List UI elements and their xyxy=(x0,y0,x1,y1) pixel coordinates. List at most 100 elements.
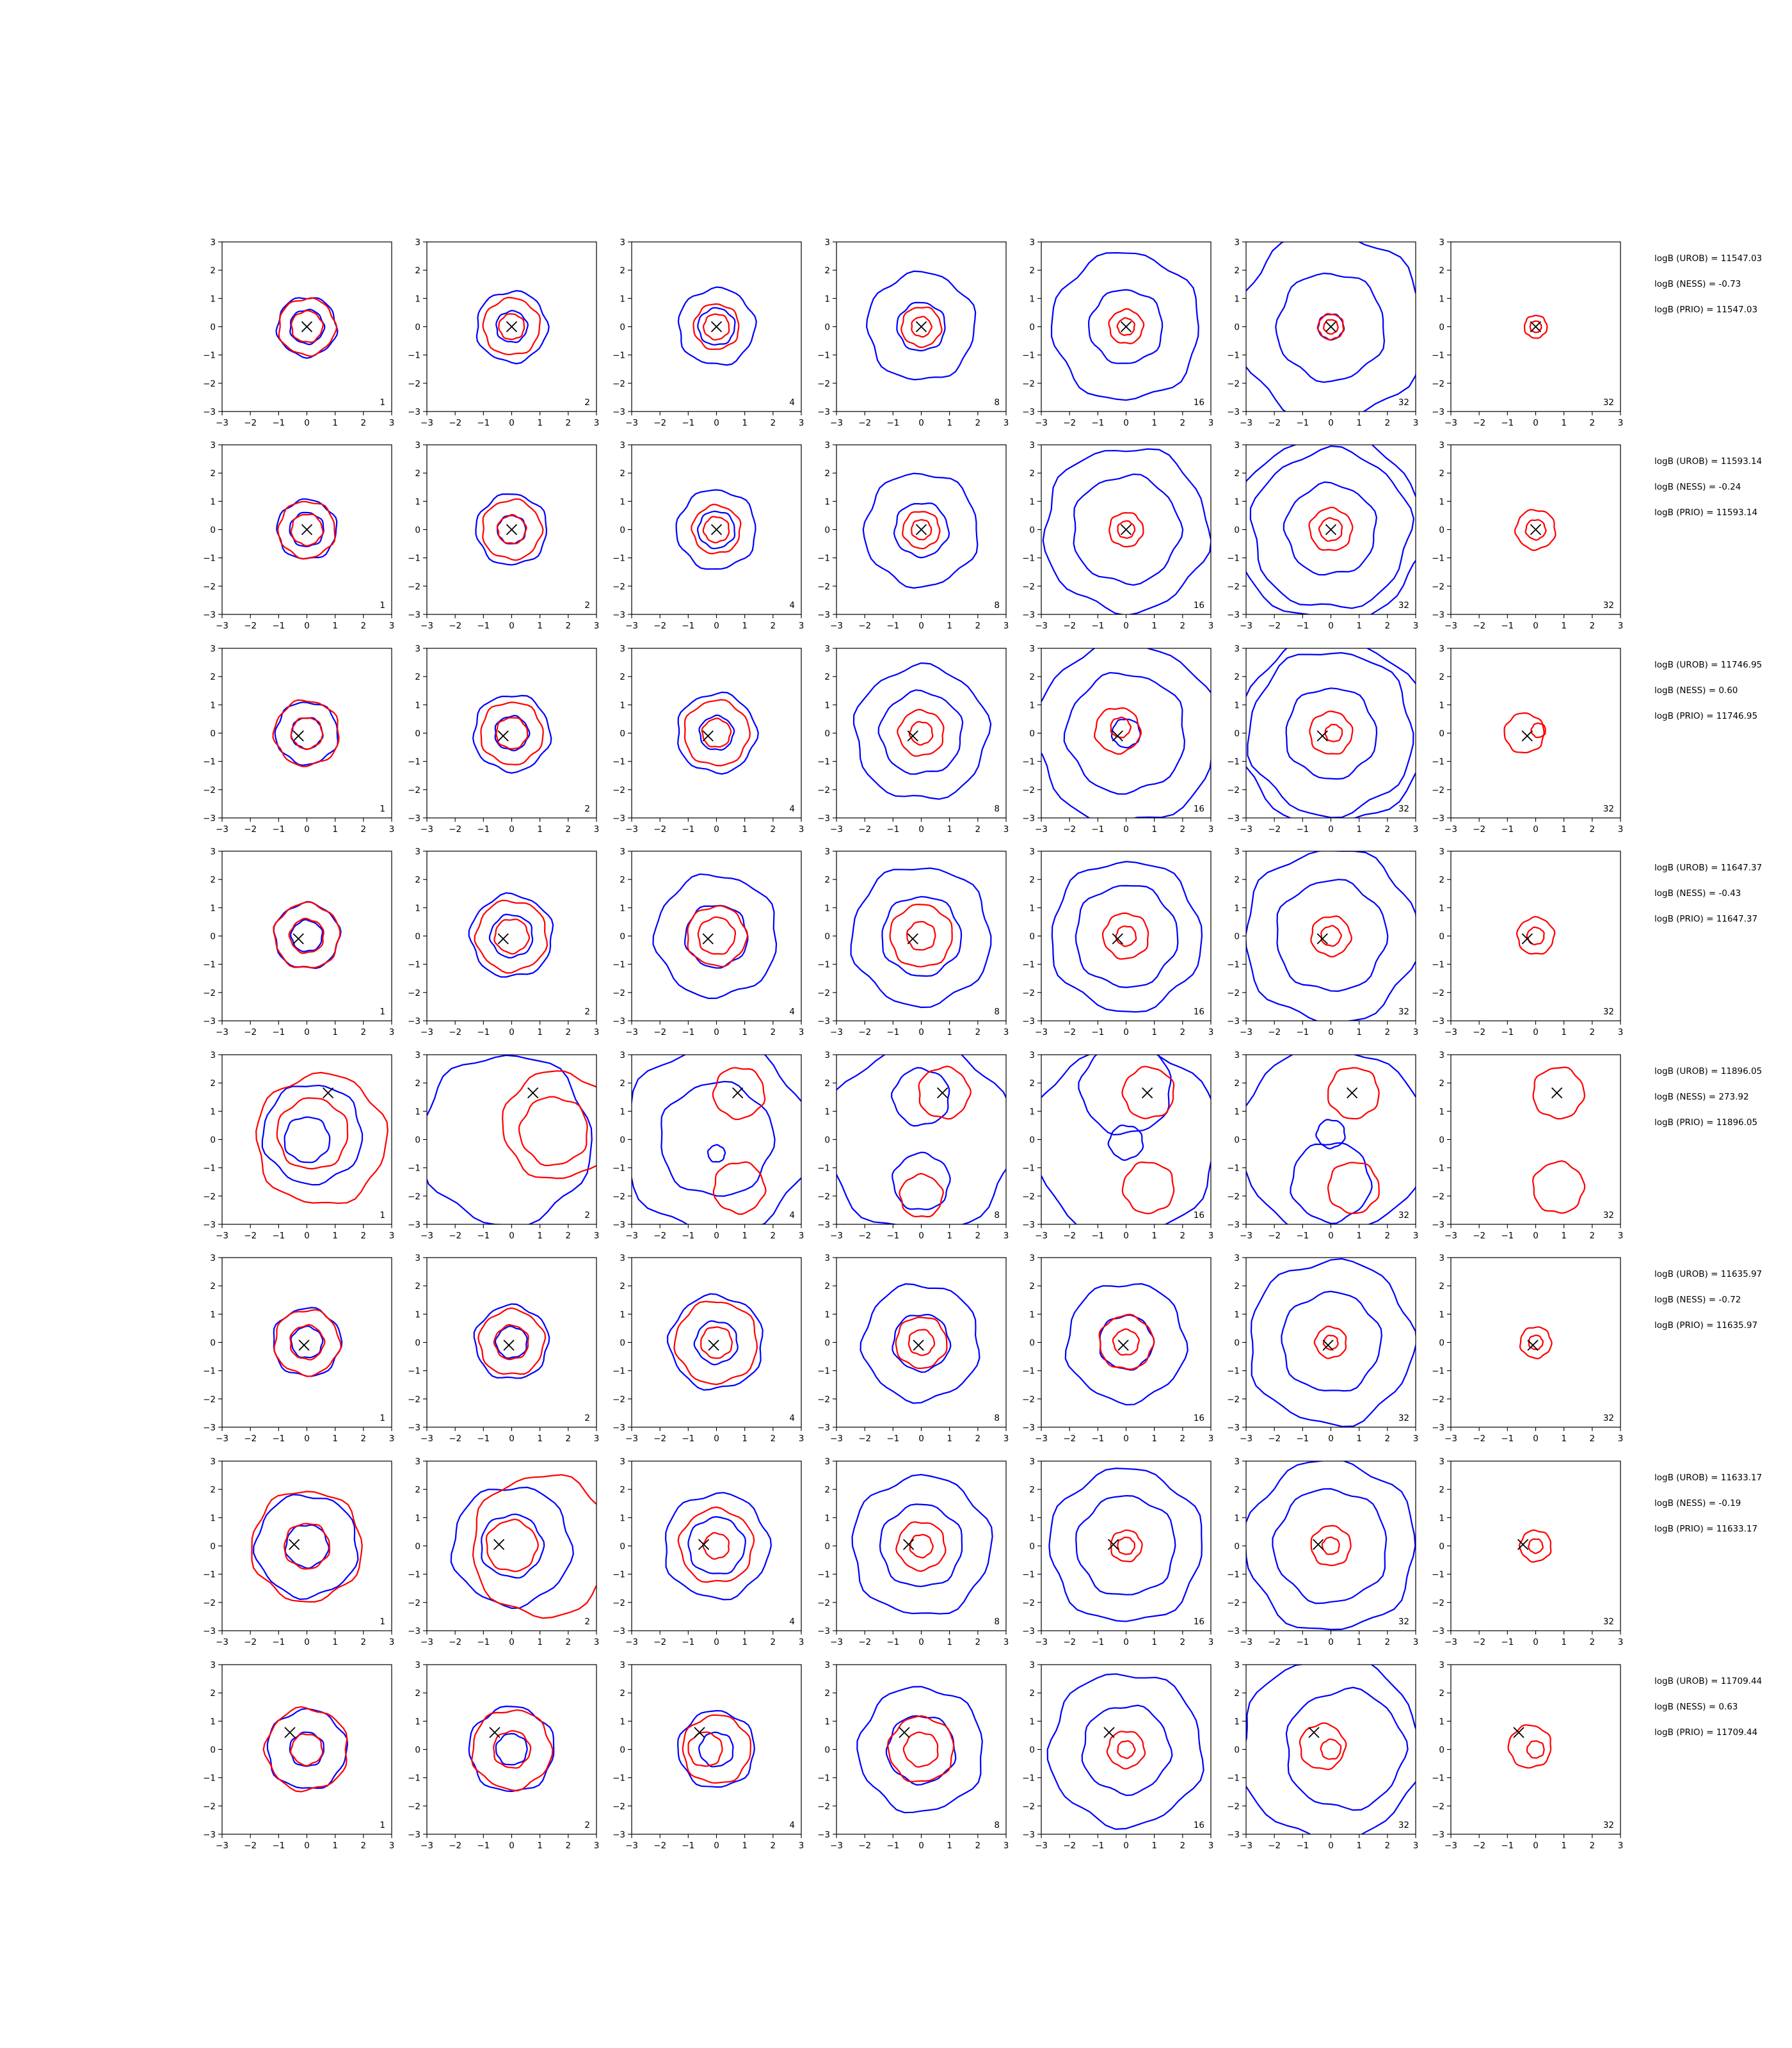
x-tick-label: −2 xyxy=(449,1841,461,1851)
y-tick-label: 1 xyxy=(1234,497,1240,507)
y-tick-label: 3 xyxy=(1029,644,1035,654)
x-marker xyxy=(292,933,304,945)
y-tick-label: −2 xyxy=(817,988,830,998)
x-tick-label: −3 xyxy=(1035,1027,1048,1037)
y-tick-label: −2 xyxy=(1432,1598,1444,1608)
panel-label: 16 xyxy=(1194,600,1204,611)
x-tick-label: −2 xyxy=(653,418,666,428)
y-tick-label: −2 xyxy=(1432,1192,1444,1202)
x-tick-label: −2 xyxy=(653,824,666,835)
y-tick-label: 0 xyxy=(620,1135,625,1146)
red-contour xyxy=(1519,1326,1553,1359)
y-tick-label: 2 xyxy=(415,672,420,682)
x-tick-label: 0 xyxy=(1123,1637,1129,1647)
plot-area xyxy=(1246,1461,1416,1631)
y-tick-label: 3 xyxy=(1234,1050,1240,1060)
y-tick-label: 3 xyxy=(620,1050,625,1060)
y-tick-label: 0 xyxy=(210,1135,216,1146)
x-tick-label: −3 xyxy=(216,824,228,835)
y-tick-label: 2 xyxy=(210,1281,216,1292)
plot-area xyxy=(468,1706,555,1793)
x-tick-label: 3 xyxy=(594,1841,600,1851)
x-tick-label: 2 xyxy=(1385,824,1391,835)
plot-area xyxy=(1514,509,1556,552)
panel-label: 8 xyxy=(994,397,1000,408)
x-tick-label: 0 xyxy=(1123,1841,1129,1851)
y-tick-label: 0 xyxy=(1439,525,1444,536)
y-tick-label: −2 xyxy=(612,1192,625,1202)
y-tick-label: 1 xyxy=(824,1716,830,1727)
x-tick-label: 3 xyxy=(1413,418,1419,428)
x-marker xyxy=(902,1539,915,1550)
x-marker xyxy=(1141,1087,1153,1099)
y-tick-label: −3 xyxy=(1432,1016,1444,1027)
x-tick-label: −2 xyxy=(449,1231,461,1241)
red-contour xyxy=(1320,1738,1342,1760)
x-tick-label: −3 xyxy=(420,418,433,428)
x-tick-label: −2 xyxy=(244,1434,257,1444)
red-contour xyxy=(1324,723,1343,742)
y-tick-label: −1 xyxy=(1432,1164,1444,1174)
x-tick-label: −3 xyxy=(830,1231,843,1241)
x-marker xyxy=(1325,524,1337,536)
x-tick-label: 3 xyxy=(594,418,600,428)
x-tick-label: −3 xyxy=(420,621,433,631)
y-tick-label: 3 xyxy=(620,440,625,451)
x-tick-label: 2 xyxy=(1590,1637,1596,1647)
y-tick-label: 3 xyxy=(1439,237,1444,248)
x-tick-label: 3 xyxy=(1208,1434,1214,1444)
red-contour xyxy=(918,1065,972,1120)
x-tick-label: 1 xyxy=(332,1637,338,1647)
y-tick-label: 0 xyxy=(1439,1745,1444,1756)
subplot-r6-c4: −3−3 −2 −2 −1 −1 0 0 1 1 2 2 3 3 16 xyxy=(1022,1457,1213,1647)
x-tick-label: −1 xyxy=(272,1027,285,1037)
subplot-r5-c5: −3−3 −2 −2 −1 −1 0 0 1 1 2 2 3 3 32 xyxy=(1227,1253,1418,1444)
x-tick-label: −1 xyxy=(1296,621,1309,631)
blue-contour xyxy=(652,873,778,999)
x-tick-label: 0 xyxy=(1533,824,1539,835)
y-tick-label: 0 xyxy=(1029,1338,1035,1348)
x-tick-label: −1 xyxy=(1091,1027,1104,1037)
y-tick-label: −2 xyxy=(817,582,830,592)
blue-contour xyxy=(275,297,339,359)
subplot-r3-c5: −3−3 −2 −2 −1 −1 0 0 1 1 2 2 3 3 32 xyxy=(1227,847,1418,1037)
panel-label: 32 xyxy=(1398,600,1409,611)
x-tick-label: −1 xyxy=(1501,1637,1514,1647)
x-tick-label: −1 xyxy=(477,1637,490,1647)
x-tick-label: 0 xyxy=(1123,418,1129,428)
y-tick-label: −2 xyxy=(203,1395,216,1405)
x-tick-label: −3 xyxy=(216,1434,228,1444)
y-tick-label: 3 xyxy=(620,1457,625,1467)
red-contour xyxy=(482,498,544,561)
plot-area xyxy=(1048,1468,1203,1622)
y-tick-label: 0 xyxy=(210,525,216,536)
blue-contour xyxy=(476,290,550,365)
subplot-r3-c4: −3−3 −2 −2 −1 −1 0 0 1 1 2 2 3 3 16 xyxy=(1022,847,1213,1037)
blue-contour xyxy=(707,1144,726,1163)
x-tick-label: −1 xyxy=(682,824,694,835)
x-tick-label: −3 xyxy=(420,1434,433,1444)
axes-frame xyxy=(221,648,392,819)
red-contour xyxy=(1110,716,1132,739)
row-annotation: logB (PRIO) = 11593.14 xyxy=(1654,508,1758,518)
x-marker xyxy=(1322,1340,1334,1351)
y-tick-label: 2 xyxy=(415,1281,420,1292)
x-tick-label: 2 xyxy=(771,1434,776,1444)
x-tick-label: 2 xyxy=(771,1637,776,1647)
subplot-r4-c0: −3−3 −2 −2 −1 −1 0 0 1 1 2 2 3 3 1 xyxy=(203,1050,394,1241)
x-tick-label: 0 xyxy=(509,418,515,428)
blue-contour xyxy=(1078,1055,1172,1136)
y-tick-label: 3 xyxy=(415,644,420,654)
panel-label: 32 xyxy=(1398,1820,1409,1830)
x-tick-label: 0 xyxy=(1328,418,1334,428)
y-tick-label: 1 xyxy=(210,903,216,913)
red-contour xyxy=(902,1731,939,1768)
x-tick-label: −1 xyxy=(886,1231,899,1241)
x-tick-label: −1 xyxy=(1501,824,1514,835)
x-marker xyxy=(698,1539,710,1550)
y-tick-label: 2 xyxy=(210,1688,216,1699)
x-marker xyxy=(1513,1727,1524,1738)
y-tick-label: 1 xyxy=(1029,497,1035,507)
blue-contour xyxy=(1283,481,1377,576)
